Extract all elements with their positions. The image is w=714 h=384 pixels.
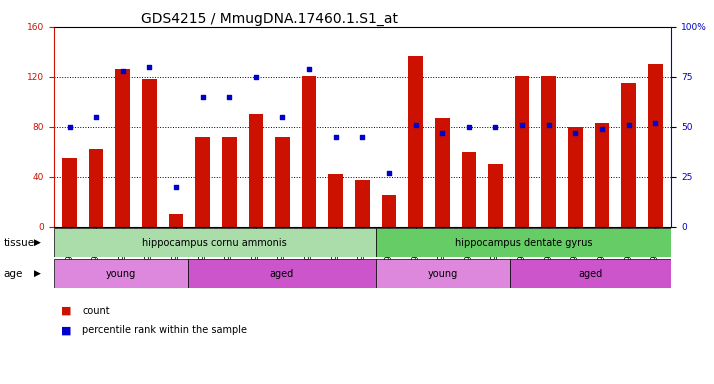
Bar [54, 228, 376, 257]
Point [91, 114, 102, 120]
Text: ■: ■ [61, 325, 71, 335]
Bar [302, 76, 316, 227]
Bar [515, 76, 529, 227]
Text: hippocampus dentate gyrus: hippocampus dentate gyrus [455, 238, 592, 248]
Text: young: young [428, 268, 458, 279]
Point [543, 122, 554, 128]
Point [596, 126, 608, 132]
Point [650, 120, 661, 126]
Bar [188, 259, 376, 288]
Point [144, 64, 155, 70]
Point [117, 68, 129, 74]
Point [356, 134, 368, 140]
Bar [488, 164, 503, 227]
Text: age: age [4, 268, 23, 279]
Text: ▶: ▶ [34, 238, 41, 247]
Point [516, 122, 528, 128]
Bar [222, 137, 236, 227]
Bar [275, 137, 290, 227]
Point [410, 122, 421, 128]
Point [383, 170, 395, 176]
Bar [376, 259, 510, 288]
Bar [541, 76, 556, 227]
Text: tissue: tissue [4, 238, 35, 248]
Text: ▶: ▶ [34, 269, 41, 278]
Point [250, 74, 261, 80]
Bar [376, 228, 671, 257]
Point [303, 66, 315, 72]
Text: ■: ■ [61, 306, 71, 316]
Point [223, 94, 235, 100]
Bar [328, 174, 343, 227]
Point [570, 130, 581, 136]
Bar [461, 152, 476, 227]
Bar [196, 137, 210, 227]
Text: young: young [106, 268, 136, 279]
Bar [62, 158, 77, 227]
Point [490, 124, 501, 130]
Point [277, 114, 288, 120]
Bar [408, 56, 423, 227]
Bar [595, 123, 609, 227]
Text: percentile rank within the sample: percentile rank within the sample [82, 325, 247, 335]
Bar [248, 114, 263, 227]
Bar [568, 127, 583, 227]
Text: hippocampus cornu ammonis: hippocampus cornu ammonis [142, 238, 287, 248]
Point [197, 94, 208, 100]
Point [463, 124, 475, 130]
Bar [169, 214, 183, 227]
Point [436, 130, 448, 136]
Bar [435, 118, 450, 227]
Bar [116, 70, 130, 227]
Text: count: count [82, 306, 110, 316]
Bar [621, 83, 636, 227]
Bar [89, 149, 104, 227]
Text: aged: aged [578, 268, 603, 279]
Bar [142, 79, 156, 227]
Point [623, 122, 634, 128]
Bar [648, 64, 663, 227]
Bar [382, 195, 396, 227]
Point [330, 134, 341, 140]
Bar [54, 259, 188, 288]
Text: aged: aged [270, 268, 294, 279]
Point [171, 184, 182, 190]
Bar [355, 180, 370, 227]
Bar [510, 259, 671, 288]
Text: GDS4215 / MmugDNA.17460.1.S1_at: GDS4215 / MmugDNA.17460.1.S1_at [141, 12, 398, 25]
Point [64, 124, 75, 130]
